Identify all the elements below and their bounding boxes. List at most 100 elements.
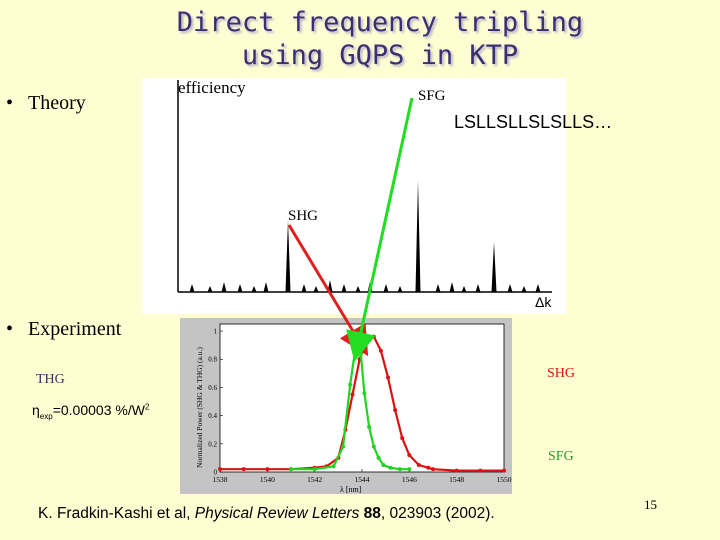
data-point-thg [362, 391, 367, 396]
theory-peak [301, 284, 307, 292]
theory-peak [263, 282, 269, 292]
eta-subscript: exp [39, 411, 53, 421]
experiment-plot-svg: 1538 1540 1542 1544 1546 1548 1550 0 0.2 0.4 0.6 0.… [195, 323, 512, 494]
data-point-thg [355, 333, 360, 338]
theory-peak [341, 284, 347, 292]
shg-label: SHG [547, 366, 576, 381]
data-point-thg [381, 462, 386, 467]
sfg-label: SFG [548, 449, 574, 464]
bullet-experiment-label: Experiment [28, 318, 122, 340]
y-tick-label: 1 [214, 328, 218, 336]
theory-peak [237, 284, 243, 292]
y-tick-label: 0.2 [208, 440, 217, 448]
theory-plot: efficiency SFG SHG LSLLSLLSLSLLS… Δk [142, 78, 612, 314]
bullet-experiment: • Experiment [6, 318, 122, 340]
bullet-theory: • Theory [6, 92, 86, 114]
data-point-shg [454, 468, 459, 473]
experiment-plot: 1538 1540 1542 1544 1546 1548 1550 0 0.2 0.4 0.6 0.… [180, 318, 512, 494]
data-point-shg [400, 436, 405, 441]
data-point-shg [371, 334, 376, 339]
x-tick-label: 1540 [260, 475, 275, 484]
data-point-shg [393, 407, 398, 412]
data-point-shg [478, 468, 483, 473]
x-tick-label: 1546 [402, 475, 417, 484]
experiment-plot-area [219, 323, 505, 473]
data-point-thg [407, 467, 412, 472]
theory-peak [435, 284, 441, 292]
theory-peak [397, 286, 403, 292]
x-tick-label: 1544 [355, 475, 370, 484]
theory-peak [327, 280, 333, 292]
theory-peak [313, 286, 319, 292]
theory-peak [449, 282, 455, 292]
citation-authors: K. Fradkin-Kashi et al, [38, 505, 195, 522]
eta-symbol: η [32, 402, 40, 418]
data-point-shg [431, 467, 435, 472]
theory-y-label: efficiency [178, 78, 246, 97]
eta-exp-label: ηexp=0.00003 %/W2 [32, 402, 149, 421]
data-point-shg [386, 375, 391, 380]
theory-peak [521, 286, 527, 292]
experiment-y-label: Normalized Power (SHG & THG) (a.u.) [195, 347, 204, 468]
title-line-1: Direct frequency tripling [176, 7, 584, 38]
theory-peak [415, 180, 421, 292]
experiment-x-label: λ [nm] [340, 485, 362, 494]
theory-shg-label: SHG [288, 208, 319, 224]
theory-peak [251, 286, 257, 292]
data-point-shg [364, 337, 369, 342]
data-point-thg [348, 382, 353, 387]
data-point-shg [426, 465, 431, 470]
thg-label: THG [36, 372, 65, 387]
citation: K. Fradkin-Kashi et al, Physical Review … [38, 505, 495, 523]
data-point-thg [367, 424, 372, 429]
data-point-shg [502, 468, 506, 473]
data-point-shg [378, 348, 383, 353]
theory-sequence-label: LSLLSLLSLSLLS… [454, 112, 613, 132]
data-point-shg [218, 467, 222, 472]
x-tick-label: 1550 [497, 475, 512, 484]
citation-rest: , 023903 (2002). [380, 505, 495, 522]
x-tick-label: 1538 [213, 475, 228, 484]
y-tick-label: 0.4 [208, 412, 217, 420]
theory-peak [475, 284, 481, 292]
data-point-thg [371, 444, 376, 449]
eta-superscript: 2 [144, 402, 150, 412]
data-point-thg [397, 467, 402, 472]
theory-peak [383, 284, 389, 292]
theory-peak [507, 284, 513, 292]
theory-peak [189, 284, 195, 292]
theory-sfg-label: SFG [418, 88, 446, 104]
theory-peaks [189, 180, 541, 292]
x-tick-label: 1542 [307, 475, 322, 484]
title-line-2: using GQPS in KTP [241, 40, 519, 71]
y-tick-label: 0.8 [208, 356, 217, 364]
theory-peak [367, 282, 373, 292]
data-point-thg [331, 464, 336, 469]
data-point-thg [388, 465, 393, 470]
theory-peak [207, 286, 213, 292]
x-tick-label: 1548 [449, 475, 464, 484]
eta-value: =0.00003 %/W [52, 402, 145, 418]
citation-volume: 88 [359, 505, 381, 522]
data-point-thg [289, 467, 293, 472]
page-number: 15 [644, 497, 657, 512]
data-point-shg [350, 392, 355, 397]
theory-peak [535, 284, 541, 292]
data-point-thg [312, 467, 317, 472]
data-point-shg [407, 453, 412, 458]
theory-peak [355, 286, 361, 292]
y-tick-label: 0 [214, 469, 218, 477]
bullet-theory-label: Theory [28, 92, 86, 114]
data-point-thg [358, 351, 363, 356]
data-point-thg [376, 455, 381, 460]
theory-peak [285, 220, 291, 292]
citation-journal: Physical Review Letters [194, 505, 360, 522]
data-point-shg [241, 467, 246, 472]
data-point-shg [265, 467, 270, 472]
data-point-thg [341, 444, 346, 449]
slide-title: Direct frequency tripling using GQPS in … [120, 6, 640, 72]
theory-peak [221, 282, 227, 292]
theory-peak [461, 286, 467, 292]
experiment-ticks: 1538 1540 1542 1544 1546 1548 1550 0 0.2 0.4 0.6 0.… [208, 328, 512, 484]
data-point-shg [416, 462, 421, 467]
